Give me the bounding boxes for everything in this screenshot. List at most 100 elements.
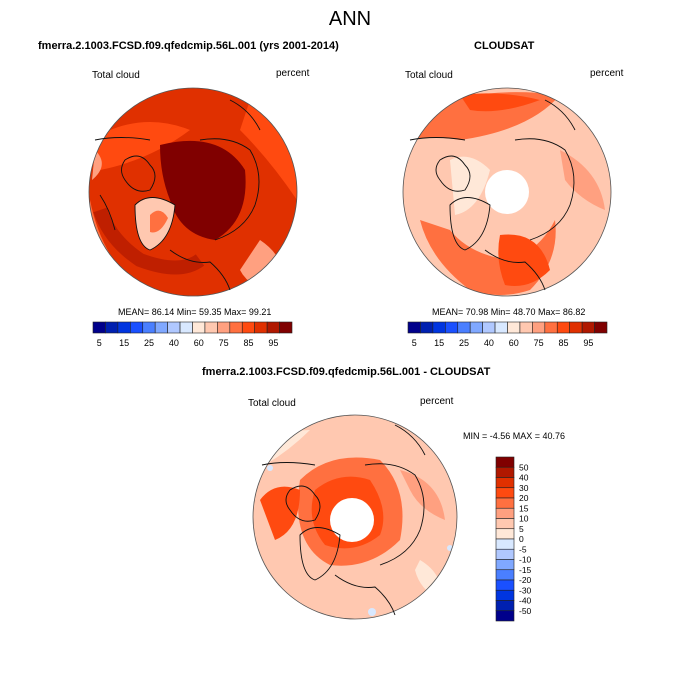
colorbar-model-tick-label: 25 (144, 338, 154, 348)
colorbar-cloudsat-box (519, 321, 533, 334)
map-cloudsat-border (402, 87, 612, 297)
colorbar-model-tick-label: 75 (219, 338, 229, 348)
colorbar-model-box (179, 321, 193, 334)
map-model-region (93, 207, 205, 275)
colorbar-difference-tick-label: 0 (519, 534, 524, 544)
colorbar-cloudsat-box (494, 321, 508, 334)
colorbar-cloudsat-tick-label: 75 (534, 338, 544, 348)
map-model-coastlines (94, 99, 261, 291)
colorbar-cloudsat-tick-label: 25 (459, 338, 469, 348)
colorbar-difference-box (495, 589, 515, 601)
colorbar-cloudsat-box (556, 321, 570, 334)
colorbar-model-box (167, 321, 181, 334)
colorbar-difference-box (495, 569, 515, 581)
colorbar-model-box (92, 321, 106, 334)
panel-2-stats: MEAN= 70.98 Min= 48.70 Max= 86.82 (432, 307, 586, 317)
panel-1-title: fmerra.2.1003.FCSD.f09.qfedcmip.56L.001 … (38, 40, 339, 52)
colorbar-cloudsat-box (420, 321, 434, 334)
colorbar-difference-tick-label: -40 (519, 596, 532, 606)
panel-3-variable-label: Total cloud (248, 398, 296, 409)
panel-2-units-label: percent (590, 68, 624, 79)
colorbar-cloudsat-box (544, 321, 558, 334)
colorbar-difference-box (495, 610, 515, 622)
colorbar-cloudsat-tick-label: 15 (434, 338, 444, 348)
map-difference-negative-patch (267, 465, 273, 471)
colorbar-model-box (229, 321, 243, 334)
map-model-region (240, 100, 297, 200)
colorbar-cloudsat-box (532, 321, 546, 334)
colorbar-model-box (241, 321, 255, 334)
map-difference-negative-patch (368, 608, 376, 616)
panel-3-stats: MIN = -4.56 MAX = 40.76 (463, 431, 566, 441)
colorbar-difference-tick-label: 10 (519, 514, 529, 524)
colorbar-model-box (130, 321, 144, 334)
colorbar-cloudsat-box (407, 321, 421, 334)
map-cloudsat-region (450, 156, 490, 215)
map-model (89, 88, 297, 296)
colorbar-model-tick-label: 15 (119, 338, 129, 348)
colorbar-difference-box (495, 477, 515, 489)
colorbar-difference-tick-label: 5 (519, 524, 524, 534)
colorbar-model-tick-label: 60 (194, 338, 204, 348)
colorbar-difference-box (495, 456, 515, 468)
colorbar-difference-box (495, 466, 515, 478)
colorbar-cloudsat-box (581, 321, 595, 334)
colorbar-difference-box (495, 487, 515, 499)
panel-1-units-label: percent (276, 68, 310, 79)
figure-title: ANN (328, 8, 372, 30)
colorbar-model-box (254, 321, 268, 334)
colorbar-cloudsat: 5 15 25 40 60 75 85 95 (407, 321, 608, 348)
colorbar-model-tick-label: 5 (97, 338, 102, 348)
colorbar-difference-tick-label: -10 (519, 555, 532, 565)
map-model-greenland-interior (150, 210, 168, 233)
colorbar-difference-tick-label: 50 (519, 462, 529, 472)
colorbar-difference-box (495, 559, 515, 571)
colorbar-cloudsat-box (482, 321, 496, 334)
colorbar-cloudsat-box (445, 321, 459, 334)
colorbar-model-box (105, 321, 119, 334)
map-model-border (88, 87, 298, 297)
colorbar-difference-tick-label: -5 (519, 544, 527, 554)
colorbar-model-box (279, 321, 293, 334)
colorbar-difference-tick-label: 40 (519, 473, 529, 483)
colorbar-difference-box (495, 548, 515, 560)
colorbar-cloudsat-tick-label: 5 (412, 338, 417, 348)
colorbar-difference-box (495, 528, 515, 540)
colorbar-difference-box (495, 579, 515, 591)
colorbar-model-box (204, 321, 218, 334)
colorbar-difference-tick-label: -50 (519, 606, 532, 616)
colorbar-cloudsat-tick-label: 40 (484, 338, 494, 348)
colorbar-difference-box (495, 600, 515, 612)
panel-3-title: fmerra.2.1003.FCSD.f09.qfedcmip.56L.001 … (202, 366, 491, 378)
colorbar-cloudsat-box (507, 321, 521, 334)
map-model-region (90, 122, 190, 170)
colorbar-difference-tick-label: 20 (519, 493, 529, 503)
colorbar-model-box (266, 321, 280, 334)
colorbar-cloudsat-tick-label: 85 (558, 338, 568, 348)
colorbar-model-tick-label: 40 (169, 338, 179, 348)
colorbar-model-box (192, 321, 206, 334)
colorbar-model: 5 15 25 40 60 75 85 95 (92, 321, 293, 348)
map-cloudsat-region (498, 234, 550, 286)
map-difference (253, 415, 457, 619)
panel-2-title: CLOUDSAT (474, 40, 535, 52)
map-model-arctic-core (160, 140, 246, 240)
colorbar-cloudsat-box (457, 321, 471, 334)
colorbar-model-box (117, 321, 131, 334)
colorbar-difference-tick-label: 15 (519, 503, 529, 513)
colorbar-difference-box (495, 497, 515, 509)
colorbar-model-tick-label: 85 (243, 338, 253, 348)
colorbar-cloudsat-box (569, 321, 583, 334)
colorbar-model-box (217, 321, 231, 334)
colorbar-cloudsat-box (594, 321, 608, 334)
colorbar-difference-box (495, 507, 515, 519)
colorbar-cloudsat-box (432, 321, 446, 334)
panel-3-units-label: percent (420, 396, 454, 407)
colorbar-cloudsat-tick-label: 60 (509, 338, 519, 348)
colorbar-difference-tick-label: -20 (519, 575, 532, 585)
panel-2-variable-label: Total cloud (405, 70, 453, 81)
colorbar-difference-tick-label: -15 (519, 565, 532, 575)
colorbar-difference-tick-label: -30 (519, 585, 532, 595)
map-difference-border (252, 414, 458, 620)
